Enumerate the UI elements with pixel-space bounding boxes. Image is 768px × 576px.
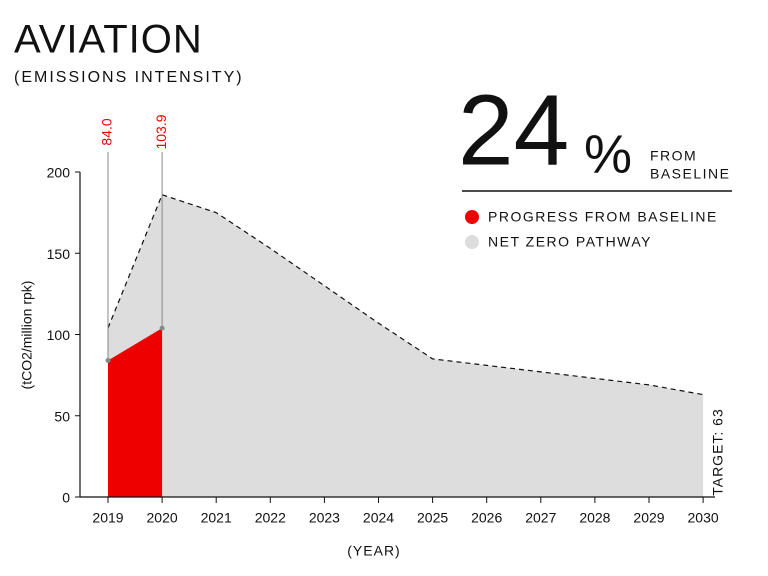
y-tick-label: 100 xyxy=(47,327,71,343)
point xyxy=(159,325,165,331)
point xyxy=(105,358,111,363)
x-tick-label: 2026 xyxy=(471,510,502,526)
y-tick-label: 150 xyxy=(47,246,71,262)
value-label: 103.9 xyxy=(153,114,169,149)
headline-text: BASELINE xyxy=(650,166,730,182)
legend-swatch xyxy=(465,235,479,249)
area xyxy=(108,328,163,497)
y-tick-label: 50 xyxy=(54,408,70,424)
value-label: 84.0 xyxy=(99,118,115,145)
x-tick-label: 2020 xyxy=(147,510,178,526)
x-tick-label: 2024 xyxy=(363,510,394,526)
y-tick-label: 200 xyxy=(47,165,71,181)
headline-value: 24 xyxy=(458,74,569,186)
legend-label: PROGRESS FROM BASELINE xyxy=(488,209,718,225)
x-tick-label: 2030 xyxy=(688,510,719,526)
chart-subtitle: (EMISSIONS INTENSITY) xyxy=(14,69,244,86)
area xyxy=(108,194,704,497)
x-tick-label: 2022 xyxy=(255,510,286,526)
y-tick-label: 0 xyxy=(62,490,70,506)
x-tick-label: 2028 xyxy=(579,510,610,526)
x-tick-label: 2027 xyxy=(525,510,556,526)
headline-text: FROM xyxy=(650,148,697,164)
legend-swatch xyxy=(465,210,479,224)
x-axis-label: (YEAR) xyxy=(347,543,400,559)
target-label: TARGET: 63 xyxy=(710,408,726,496)
legend-label: NET ZERO PATHWAY xyxy=(488,234,652,250)
x-tick-label: 2021 xyxy=(201,510,232,526)
x-tick-label: 2019 xyxy=(92,510,123,526)
x-tick-label: 2023 xyxy=(309,510,340,526)
chart-title: AVIATION xyxy=(14,18,203,62)
pathway-line xyxy=(107,194,704,396)
x-tick-label: 2029 xyxy=(633,510,664,526)
headline-unit: % xyxy=(584,124,632,184)
x-tick-label: 2025 xyxy=(417,510,448,526)
y-axis-label: (tCO2/million rpk) xyxy=(19,281,35,390)
